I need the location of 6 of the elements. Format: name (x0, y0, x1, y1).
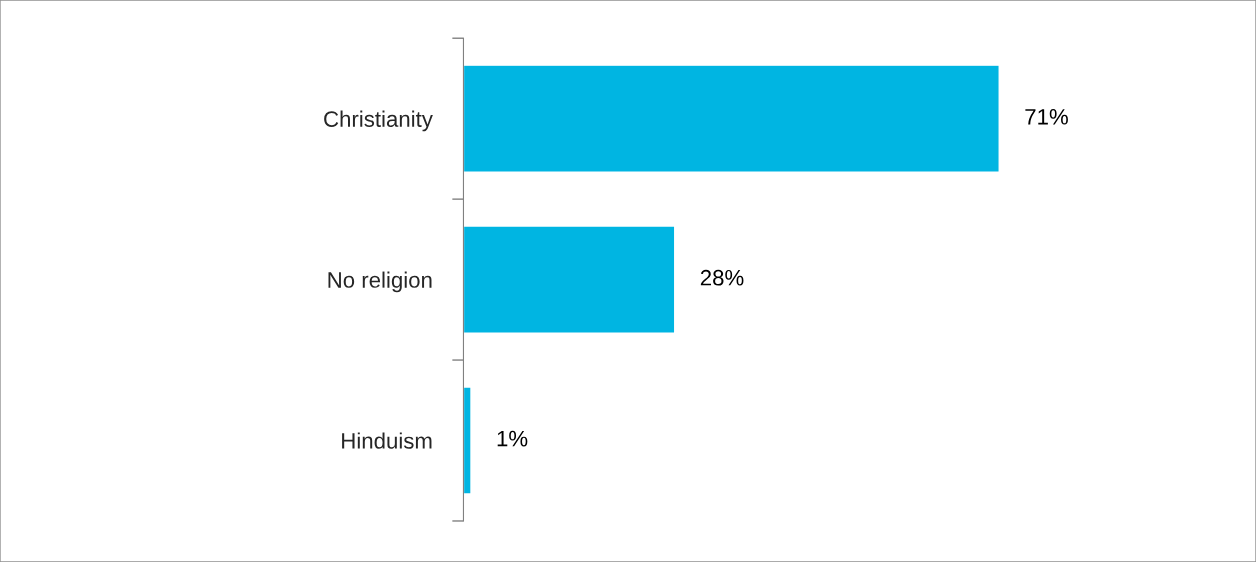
y-tick-label: Christianity (324, 110, 433, 132)
data-label: 1% (497, 430, 528, 447)
y-tick-label: Hinduism (342, 432, 432, 449)
data-label: 71% (1025, 109, 1068, 125)
data-label: 28% (700, 269, 744, 286)
y-tick-label: No religion (328, 271, 432, 293)
